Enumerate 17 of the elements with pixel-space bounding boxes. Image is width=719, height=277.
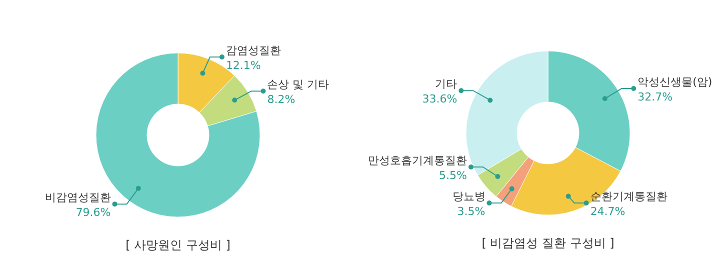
slice-label: 손상 및 기타 [267, 78, 330, 92]
slice-label: 당뇨병 [452, 190, 486, 203]
data-label: 32.7% [638, 90, 673, 104]
data-label: 5.5% [439, 169, 467, 182]
slice-label: 악성신생물(암) [638, 76, 712, 89]
data-label: 79.6% [76, 206, 111, 220]
text: [ 사망원인 구성비 ] [126, 238, 230, 252]
slice-label: 기타 [435, 78, 458, 91]
data-label: 3.5% [457, 205, 486, 218]
data-label: 8.2% [267, 93, 296, 106]
slice-label: 감염성질환 [226, 44, 281, 57]
data-label: 12.1% [226, 59, 261, 72]
slice-label: 비감염성질환 [44, 191, 111, 204]
data-label: 24.7% [590, 205, 626, 218]
slice-label: 만성호흡기계통질환 [368, 154, 467, 167]
text: [ 비감염성 질환 구성비 ] [482, 236, 614, 250]
data-label: 33.6% [422, 92, 458, 106]
